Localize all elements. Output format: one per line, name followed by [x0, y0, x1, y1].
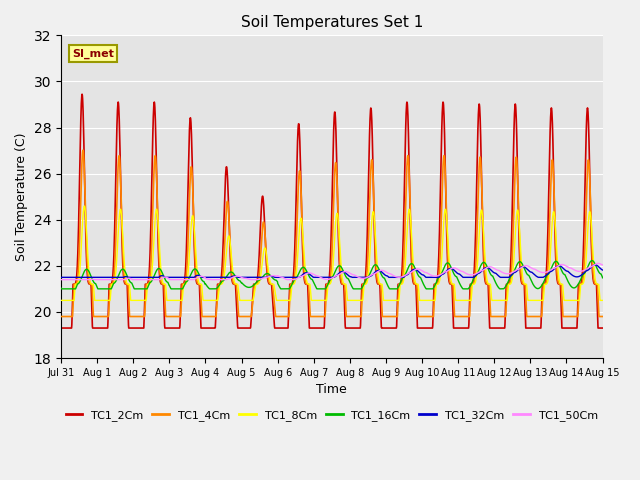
Y-axis label: Soil Temperature (C): Soil Temperature (C) — [15, 132, 28, 261]
Title: Soil Temperatures Set 1: Soil Temperatures Set 1 — [241, 15, 423, 30]
Text: SI_met: SI_met — [72, 48, 114, 59]
Legend: TC1_2Cm, TC1_4Cm, TC1_8Cm, TC1_16Cm, TC1_32Cm, TC1_50Cm: TC1_2Cm, TC1_4Cm, TC1_8Cm, TC1_16Cm, TC1… — [61, 406, 602, 425]
X-axis label: Time: Time — [316, 383, 347, 396]
